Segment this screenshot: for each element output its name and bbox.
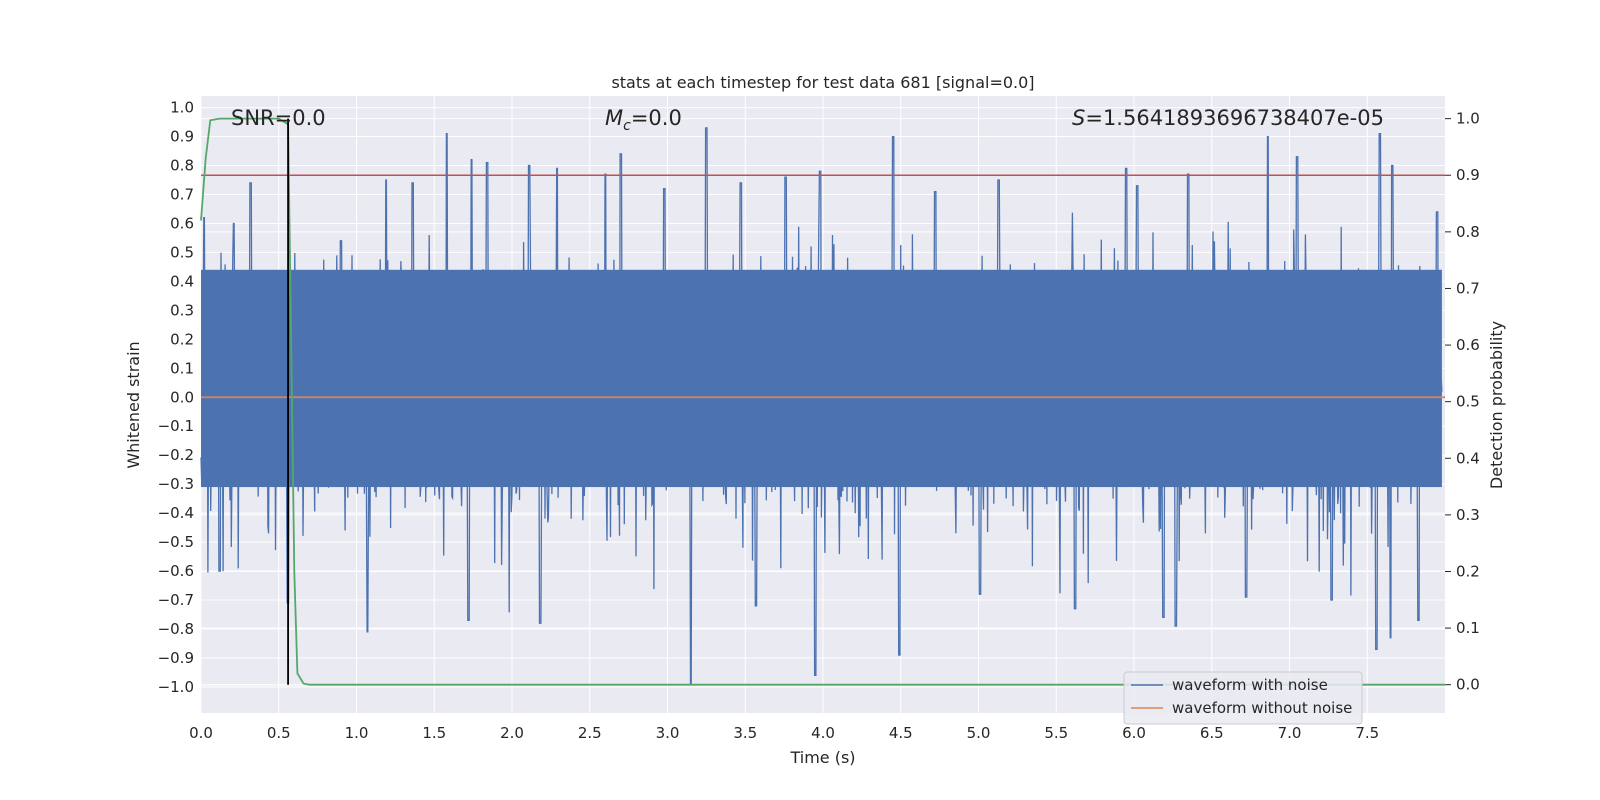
noisy-waveform-core [201,269,1442,488]
y2-axis-label: Detection probability [1487,321,1506,489]
y-tick-label: −0.2 [158,446,194,464]
y-tick-label: −0.7 [158,591,194,609]
y-tick-label: −1.0 [158,678,194,696]
y-tick-label: 0.1 [170,359,194,377]
y2-tick-label: 0.7 [1456,279,1480,297]
y-tick-label: −0.8 [158,620,194,638]
s-symbol: S [1072,106,1085,130]
x-axis-label: Time (s) [789,748,855,767]
x-tick-label: 1.0 [345,724,369,742]
x-tick-label: 7.0 [1278,724,1302,742]
legend: waveform with noise waveform without noi… [1123,671,1363,725]
legend-label-clean: waveform without noise [1172,699,1352,717]
x-tick-label: 3.5 [733,724,757,742]
x-tick-label: 6.5 [1200,724,1224,742]
y2-tick-label: 0.6 [1456,336,1480,354]
left-axis-ticks: 1.0 0.9 0.8 0.7 0.6 0.5 0.4 0.3 0.2 0.1 0.0 −0.1 −0.… [158,99,194,696]
y-tick-label: 0.6 [170,214,194,232]
y-tick-label: −0.1 [158,417,194,435]
y-tick-label: −0.4 [158,504,194,522]
y-tick-label: −0.9 [158,649,194,667]
y-tick-label: 0.4 [170,272,194,290]
x-tick-label: 4.0 [811,724,835,742]
y-axis-label: Whitened strain [124,341,143,468]
y-tick-label: 0.8 [170,157,194,175]
y2-tick-label: 0.5 [1456,393,1480,411]
y2-tick-label: 0.4 [1456,449,1480,467]
y-tick-label: 0.0 [170,388,194,406]
snr-annotation: SNR=0.0 [231,106,326,130]
series-layer [200,117,1445,686]
right-axis-ticks: 1.0 0.9 0.8 0.7 0.6 0.5 0.4 0.3 0.2 0.1 0.0 [1445,110,1480,694]
y-tick-label: 1.0 [170,99,194,117]
y2-tick-label: 0.9 [1456,166,1480,184]
s-value: =1.5641893696738407e-05 [1085,106,1384,130]
y-tick-label: −0.5 [158,533,194,551]
mc-subscript: c [623,118,631,134]
y2-tick-label: 0.0 [1456,676,1480,694]
y2-tick-label: 0.3 [1456,506,1480,524]
y-tick-label: −0.3 [158,475,194,493]
x-tick-label: 3.0 [656,724,680,742]
s-annotation: S=1.5641893696738407e-05 [1072,106,1384,130]
legend-label-noise: waveform with noise [1172,676,1328,694]
x-tick-label: 5.5 [1044,724,1068,742]
x-tick-label: 0.5 [267,724,291,742]
x-tick-label: 7.5 [1355,724,1379,742]
detection-probability-line [200,117,1445,686]
y2-tick-label: 0.8 [1456,223,1480,241]
legend-box [1123,671,1363,725]
x-axis-ticks: 0.0 0.5 1.0 1.5 2.0 2.5 3.0 3.5 4.0 4.5 5.0 5.5 6.0 6… [189,724,1379,742]
y-tick-label: 0.3 [170,301,194,319]
mc-annotation: Mc=0.0 [605,106,682,134]
x-tick-label: 0.0 [189,724,213,742]
y2-tick-label: 0.1 [1456,619,1480,637]
x-tick-label: 1.5 [422,724,446,742]
y-tick-label: 0.2 [170,330,194,348]
x-tick-label: 4.5 [889,724,913,742]
x-tick-label: 6.0 [1122,724,1146,742]
y2-tick-label: 1.0 [1456,110,1480,128]
mc-value: =0.0 [631,106,682,130]
y2-tick-label: 0.2 [1456,562,1480,580]
mc-symbol: M [605,106,623,130]
chart-title: stats at each timestep for test data 681… [611,73,1034,92]
x-tick-label: 2.0 [500,724,524,742]
y-tick-label: 0.5 [170,243,194,261]
y-tick-label: 0.9 [170,128,194,146]
y-tick-label: −0.6 [158,562,194,580]
y-tick-label: 0.7 [170,185,194,203]
x-tick-label: 5.0 [967,724,991,742]
x-tick-label: 2.5 [578,724,602,742]
